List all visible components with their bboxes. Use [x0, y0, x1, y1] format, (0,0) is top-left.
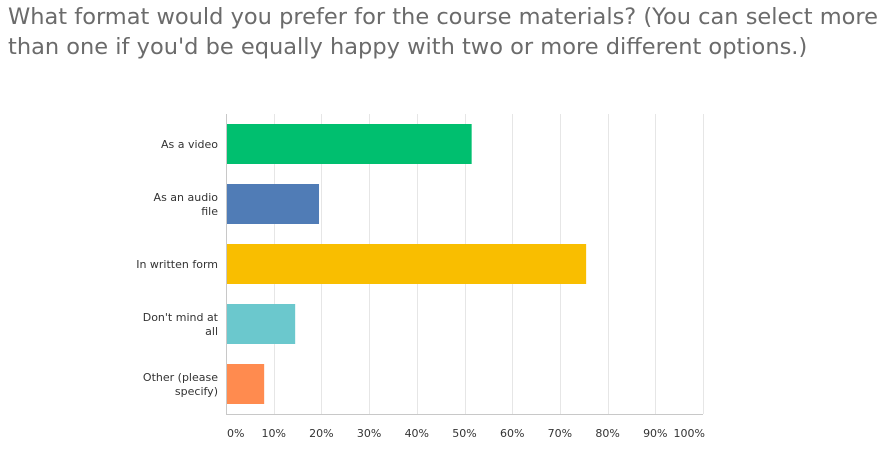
- x-tick-label-30: 30%: [357, 427, 381, 440]
- category-label-1: As an audio file: [154, 191, 219, 218]
- bars: [226, 124, 587, 404]
- category-label-line: all: [205, 325, 218, 338]
- x-tick-label-90: 90%: [643, 427, 667, 440]
- category-label-line: specify): [175, 385, 218, 398]
- category-label-line: As an audio: [154, 191, 219, 204]
- bar-4: [226, 364, 265, 404]
- category-label-line: Don't mind at: [143, 311, 219, 324]
- x-tick-label-0: 0%: [227, 427, 244, 440]
- category-label-line: Other (please: [143, 371, 218, 384]
- bar-1: [226, 184, 320, 224]
- axes: [226, 114, 703, 415]
- category-label-line: file: [201, 205, 218, 218]
- question-title: What format would you prefer for the cou…: [8, 4, 878, 60]
- x-tick-label-50: 50%: [452, 427, 476, 440]
- bar-0: [226, 124, 472, 164]
- x-tick-label-100: 100%: [674, 427, 705, 440]
- x-tick-label-60: 60%: [500, 427, 524, 440]
- category-label-3: Don't mind at all: [143, 311, 219, 338]
- category-label-4: Other (please specify): [143, 371, 218, 398]
- x-tick-label-80: 80%: [595, 427, 619, 440]
- category-labels: As a video As an audio file In written form…: [136, 138, 218, 398]
- category-label-2: In written form: [136, 258, 218, 271]
- bar-3: [226, 304, 296, 344]
- x-tick-label-70: 70%: [548, 427, 572, 440]
- bar-2: [226, 244, 587, 284]
- x-tick-label-40: 40%: [405, 427, 429, 440]
- category-label-line: As a video: [161, 138, 218, 151]
- x-tick-label-10: 10%: [261, 427, 285, 440]
- category-label-line: In written form: [136, 258, 218, 271]
- category-label-0: As a video: [161, 138, 218, 151]
- x-tick-labels: 0% 10% 20% 30% 40% 50% 60% 70% 80% 90% 100%: [227, 427, 705, 440]
- x-tick-label-20: 20%: [309, 427, 333, 440]
